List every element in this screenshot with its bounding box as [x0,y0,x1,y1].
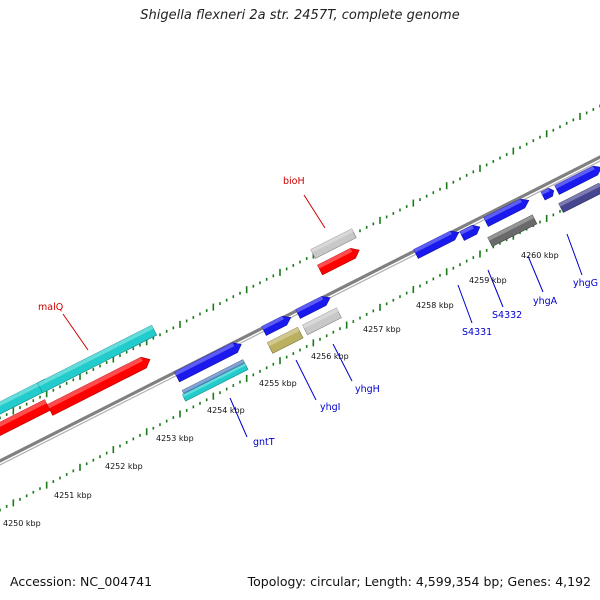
gene-bioH-gray-bevel [310,228,354,253]
gene-yhgG-blue-bevel [554,166,595,189]
gene-S4332-small [459,224,481,241]
gene-label-S4331: S4331 [462,327,492,338]
scale-tick-label: 4255 kbp [259,379,297,388]
gene-bioH-red-bevel [317,248,353,269]
gene-darkgray-bevel [487,214,534,241]
leader-bioH [303,194,326,229]
gene-darkgray-body [487,214,538,247]
gene-label-yhgA: yhgA [533,296,558,307]
gene-malQ-cyan-body [37,324,158,394]
accession-text: Accession: NC_004741 [10,574,153,589]
gene-darkgray [487,214,538,247]
gene-yhgI-olive-bevel [267,327,300,347]
scale-tick-label: 4252 kbp [105,462,143,471]
map-title: Shigella flexneri 2a str. 2457T, complet… [140,8,460,23]
scale-tick-label: 4258 kbp [416,301,454,310]
scale-tick-label: 4256 kbp [311,352,349,361]
scale-tick-label: 4254 kbp [207,406,245,415]
scale-tick-labels: 4250 kbp 4251 kbp 4252 kbp 4253 kbp 4254 kbp… [3,251,559,528]
leader-yhgG [566,233,583,276]
gene-malQ-red [46,356,151,416]
gene-small-blue-bevel [540,188,550,195]
gene-yhgI-blue-bevel [261,316,284,330]
gene-gntT-blue-body [174,342,242,383]
scale-tick-label: 4259 kbp [469,276,507,285]
gene-gntT-blue [174,342,242,383]
gene-S4331-body [413,230,460,259]
gene-label-malQ: malQ [38,302,63,313]
gene-bioH-red [317,248,360,276]
gene-yhgH-gray [302,307,342,336]
gene-yhgH-blue-bevel [295,296,324,313]
gene-yhgA [483,198,530,227]
outer-tick-track [0,104,600,420]
leader-S4331 [457,284,473,324]
gene-bioH-gray [310,228,357,259]
gene-malQ-red-body [46,356,151,416]
gene-red-left-bevel [0,399,47,427]
gene-yhgA-body [483,198,530,227]
scale-tick-label: 4251 kbp [54,491,92,500]
gene-steel-bevel [182,359,245,393]
gene-malQ-cyan-bevel [37,325,154,387]
gene-yhgA-bevel [483,199,522,221]
gene-S4331-bevel [413,231,452,253]
gene-gntT-cyan-body [182,362,249,402]
gene-features [0,165,600,437]
gene-bioH-red-body [317,248,360,276]
gene-yhgI-blue [261,315,292,336]
leader-yhgH [332,343,353,382]
gene-yhgH-gray-bevel [302,307,339,329]
genome-summary: Topology: circular; Length: 4,599,354 bp… [247,574,591,589]
gene-gntT-cyan [182,362,249,402]
gene-gntT-cyan-bevel [182,363,246,398]
gene-small-blue [540,187,555,201]
gene-S4332-small-bevel [459,225,474,235]
gene-cyan-left-bevel [0,379,47,407]
gene-malQ-cyan [37,324,158,394]
scale-tick-label: 4250 kbp [3,519,41,528]
leader-yhgI [295,359,317,401]
gene-yhgI-olive [266,326,304,354]
label-leader-lines [62,194,583,438]
gene-bioH-gray-body [310,228,357,259]
leader-yhgA [527,255,544,293]
gene-label-yhgG: yhgG [573,278,598,289]
gene-label-S4332: S4332 [492,310,522,321]
gene-gntT-blue-bevel [174,342,235,376]
gene-S4331 [413,230,460,259]
scale-tick-label: 4260 kbp [521,251,559,260]
leader-S4332 [487,269,504,308]
gene-yhgH-blue [295,296,331,319]
scale-tick-label: 4253 kbp [156,434,194,443]
scale-tick-label: 4257 kbp [363,325,401,334]
gene-yhgG-navy-bevel [558,183,600,207]
gene-label-bioH: bioH [283,176,305,187]
gene-yhgI-blue-body [261,315,292,336]
gene-label-yhgH: yhgH [355,384,380,395]
gene-yhgH-blue-body [295,296,331,319]
gene-yhgG-navy [558,182,600,213]
gene-malQ-red-bevel [47,357,143,409]
gene-label-yhgI: yhgI [320,402,340,413]
leader-malQ [62,313,89,351]
gene-label-gntT: gntT [253,437,275,448]
leader-gntT [229,397,248,438]
